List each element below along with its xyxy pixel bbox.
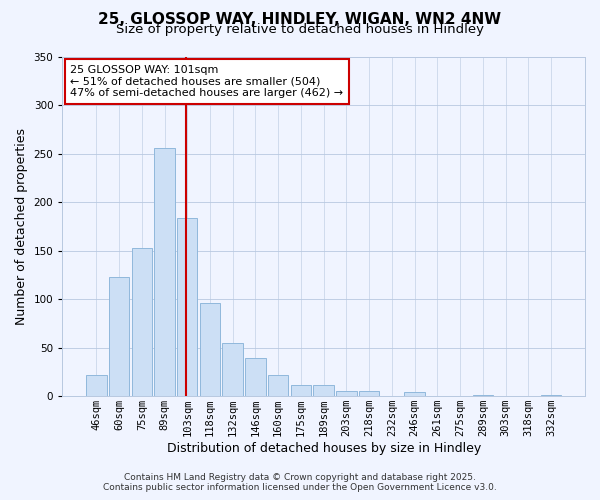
Bar (268, 375, 289, 396)
Bar (86, 375, 107, 396)
Bar (404, 392, 425, 396)
Bar (200, 303, 220, 396)
Bar (109, 277, 129, 396)
Y-axis label: Number of detached properties: Number of detached properties (15, 128, 28, 325)
Text: Size of property relative to detached houses in Hindley: Size of property relative to detached ho… (116, 24, 484, 36)
Bar (291, 386, 311, 396)
Bar (313, 384, 334, 396)
Bar (154, 148, 175, 396)
Bar (541, 395, 561, 396)
Text: Contains HM Land Registry data © Crown copyright and database right 2025.
Contai: Contains HM Land Registry data © Crown c… (103, 473, 497, 492)
Bar (131, 248, 152, 396)
X-axis label: Distribution of detached houses by size in Hindley: Distribution of detached houses by size … (167, 442, 481, 455)
Text: 25, GLOSSOP WAY, HINDLEY, WIGAN, WN2 4NW: 25, GLOSSOP WAY, HINDLEY, WIGAN, WN2 4NW (98, 12, 502, 28)
Text: 25 GLOSSOP WAY: 101sqm
← 51% of detached houses are smaller (504)
47% of semi-de: 25 GLOSSOP WAY: 101sqm ← 51% of detached… (70, 65, 343, 98)
Bar (177, 218, 197, 396)
Bar (473, 395, 493, 396)
Bar (336, 392, 356, 396)
Bar (223, 343, 243, 396)
Bar (245, 358, 266, 396)
Bar (359, 392, 379, 396)
